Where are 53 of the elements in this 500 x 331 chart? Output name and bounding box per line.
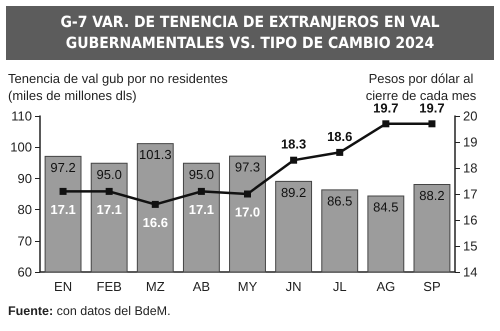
data-label: 101.3	[139, 147, 172, 162]
point	[106, 188, 113, 195]
point	[152, 200, 159, 208]
y2-tick-label: 18	[463, 160, 478, 176]
data-label: 97.2	[50, 160, 76, 175]
x-tick-label: MZ	[146, 279, 165, 294]
data-label: 16.6	[142, 214, 168, 230]
y-tick-label: 90	[18, 170, 32, 186]
data-label: 95.0	[96, 166, 122, 182]
y2-axis-title: Pesos por dólar al cierre de cada mes	[364, 70, 478, 103]
chart-title: G-7 VAR. DE TENENCIA DE EXTRANJEROS EN VAL GUBERNAMENTALES VS. TIPO DE CAMBIO 2024	[6, 6, 494, 60]
y2-tick-label: 14	[463, 264, 478, 280]
data-label: 18.3	[280, 136, 306, 152]
data-label: 17.0	[234, 204, 260, 220]
y2-tick-label: 17	[463, 186, 478, 202]
data-label: 95.0	[188, 166, 214, 182]
y-tick-label: 60	[18, 264, 32, 280]
x-tick-label: JN	[286, 279, 302, 294]
x-tick-label: JL	[332, 279, 347, 294]
x-tick-label: EN	[54, 279, 72, 294]
data-label: 17.1	[50, 202, 76, 217]
x-tick-label: FEB	[96, 279, 122, 294]
x-tick-label: AG	[376, 279, 396, 294]
source-note: Fuente: con datos del BdeM.	[8, 304, 171, 318]
point	[382, 120, 390, 128]
data-label: 17.1	[96, 202, 122, 217]
data-label: 19.7	[419, 100, 445, 116]
y-tick-label: 110	[11, 108, 32, 124]
data-label: 17.1	[188, 202, 214, 217]
y-tick-label: 70	[18, 233, 32, 248]
data-label: 89.2	[280, 184, 306, 200]
y-tick-label: 100	[10, 140, 32, 155]
data-label: 97.3	[234, 160, 260, 175]
y-axis-title: Tenencia de val gub por no residentes (miles de millones dls)	[8, 70, 229, 104]
point	[60, 188, 67, 195]
data-label: 88.2	[419, 188, 445, 204]
x-tick-label: MY	[238, 279, 258, 294]
y-tick-label: 80	[18, 202, 32, 218]
point	[336, 148, 344, 156]
data-label: 86.5	[327, 193, 352, 208]
y2-tick-label: 19	[463, 134, 478, 150]
point	[244, 190, 251, 198]
data-label: 84.5	[373, 200, 398, 215]
y2-tick-label: 15	[463, 238, 478, 254]
point	[198, 188, 205, 195]
x-tick-label: SP	[423, 279, 441, 294]
y2-tick-label: 16	[463, 212, 478, 228]
x-tick-label: AB	[192, 279, 210, 294]
data-label: 19.7	[373, 100, 398, 116]
y2-tick-label: 20	[463, 108, 478, 124]
point	[290, 156, 298, 164]
point	[428, 120, 436, 128]
data-label: 18.6	[327, 128, 352, 144]
